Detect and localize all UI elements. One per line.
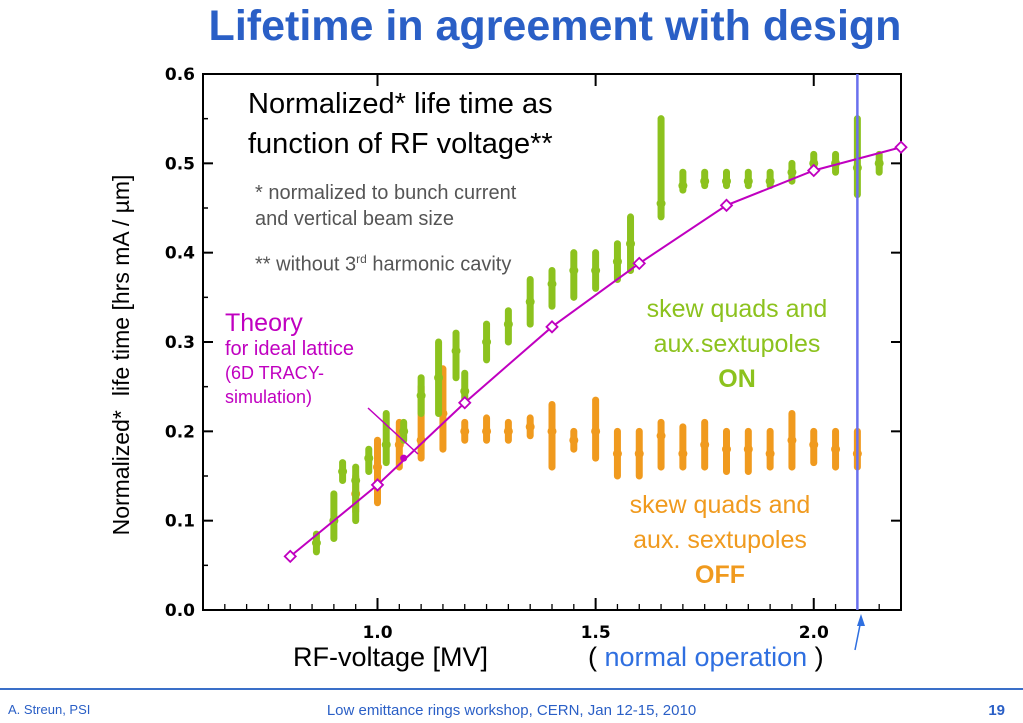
data-point <box>656 199 666 209</box>
data-point <box>874 158 884 168</box>
data-point <box>373 462 382 472</box>
data-point <box>722 176 731 186</box>
theory-curve <box>283 140 908 564</box>
data-point <box>591 266 601 276</box>
lifetime-chart: 0.0 0.1 0.2 0.3 0.4 0.5 0.6 1.0 1.5 2.0 <box>165 65 908 651</box>
data-point <box>547 279 557 289</box>
data-point <box>525 297 535 307</box>
normal-operation-arrowhead <box>857 614 865 626</box>
data-point <box>399 426 409 436</box>
y-axis-label: Normalized*life time [hrs mA / µm] <box>108 174 134 536</box>
y-tick-label: 0.3 <box>165 333 195 353</box>
data-point <box>809 440 819 450</box>
footer-divider <box>0 688 1023 690</box>
x-tick-label: 1.0 <box>362 623 392 643</box>
data-point <box>460 426 470 436</box>
annotation-off: skew quads and aux. sextupoles OFF <box>629 491 811 589</box>
data-point <box>503 319 513 329</box>
data-point <box>482 426 492 436</box>
data-point <box>787 167 797 177</box>
data-point <box>831 444 841 454</box>
plot-frame <box>202 73 902 611</box>
theory-point <box>632 256 647 271</box>
theory-annotation: Theory for ideal lattice (6D TRACY- simu… <box>225 309 354 407</box>
data-point <box>700 440 710 450</box>
data-point <box>434 373 444 383</box>
data-point <box>351 475 361 485</box>
data-point <box>626 239 636 249</box>
page-number: 19 <box>988 702 1005 719</box>
normal-operation-label: ( normal operation ) <box>588 642 824 672</box>
theory-pointer <box>367 407 419 455</box>
y-tick-label: 0.4 <box>165 244 195 264</box>
data-point <box>547 426 557 436</box>
x-axis-label: RF-voltage [MV] <box>293 642 489 672</box>
theory-highlight <box>400 454 408 462</box>
data-point <box>503 426 513 436</box>
data-point <box>569 435 579 445</box>
data-point <box>612 257 622 267</box>
data-point <box>460 386 470 396</box>
data-point <box>678 181 688 191</box>
theory-point <box>283 549 298 564</box>
data-point <box>722 444 731 454</box>
y-tick-label: 0.1 <box>165 512 195 532</box>
slide-title: Lifetime in agreement with design <box>208 2 902 50</box>
theory-point <box>806 163 821 178</box>
data-point <box>451 346 461 356</box>
annotation-on: skew quads and aux.sextupoles ON <box>646 295 828 393</box>
footer-event: Low emittance rings workshop, CERN, Jan … <box>326 702 697 719</box>
series-off <box>351 365 862 516</box>
data-point <box>787 435 797 445</box>
data-point <box>612 449 622 459</box>
data-point <box>482 337 492 347</box>
theory-point <box>457 395 472 410</box>
data-point <box>416 391 426 401</box>
data-point <box>569 266 579 276</box>
data-point <box>338 467 348 477</box>
data-point <box>525 422 535 432</box>
data-point <box>809 158 819 168</box>
data-point <box>765 176 775 186</box>
data-point <box>678 449 688 459</box>
theory-point <box>545 320 559 334</box>
y-tick-label: 0.5 <box>165 154 195 174</box>
theory-point <box>370 478 385 492</box>
theory-line <box>289 146 902 558</box>
data-point <box>591 426 601 436</box>
data-point <box>743 444 753 454</box>
y-tick-label: 0.6 <box>165 65 195 85</box>
footnote-normalized: * normalized to bunch current and vertic… <box>255 182 517 230</box>
theory-point <box>719 198 734 213</box>
data-point <box>634 449 644 459</box>
x-tick-label: 2.0 <box>799 623 829 643</box>
data-point <box>765 449 775 459</box>
data-point <box>364 453 374 463</box>
data-point <box>743 176 753 186</box>
data-point <box>700 176 710 186</box>
chart-title: Normalized* life time as function of RF … <box>248 88 553 160</box>
x-tick-label: 1.5 <box>581 623 611 643</box>
axis-ticks: 0.0 0.1 0.2 0.3 0.4 0.5 0.6 1.0 1.5 2.0 <box>165 65 901 643</box>
y-tick-label: 0.0 <box>165 601 195 621</box>
data-point <box>656 431 666 441</box>
theory-point <box>894 140 908 155</box>
footer-author: A. Streun, PSI <box>8 702 91 717</box>
data-point <box>381 440 391 450</box>
y-tick-label: 0.2 <box>165 422 195 442</box>
data-point <box>311 538 321 548</box>
footnote-harmonic: ** without 3rd harmonic cavity <box>255 252 512 276</box>
